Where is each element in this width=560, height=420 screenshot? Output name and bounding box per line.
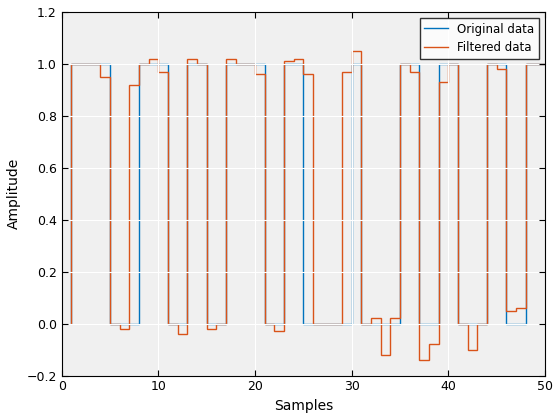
X-axis label: Samples: Samples (274, 399, 333, 413)
Legend: Original data, Filtered data: Original data, Filtered data (419, 18, 539, 59)
Y-axis label: Amplitude: Amplitude (7, 158, 21, 229)
